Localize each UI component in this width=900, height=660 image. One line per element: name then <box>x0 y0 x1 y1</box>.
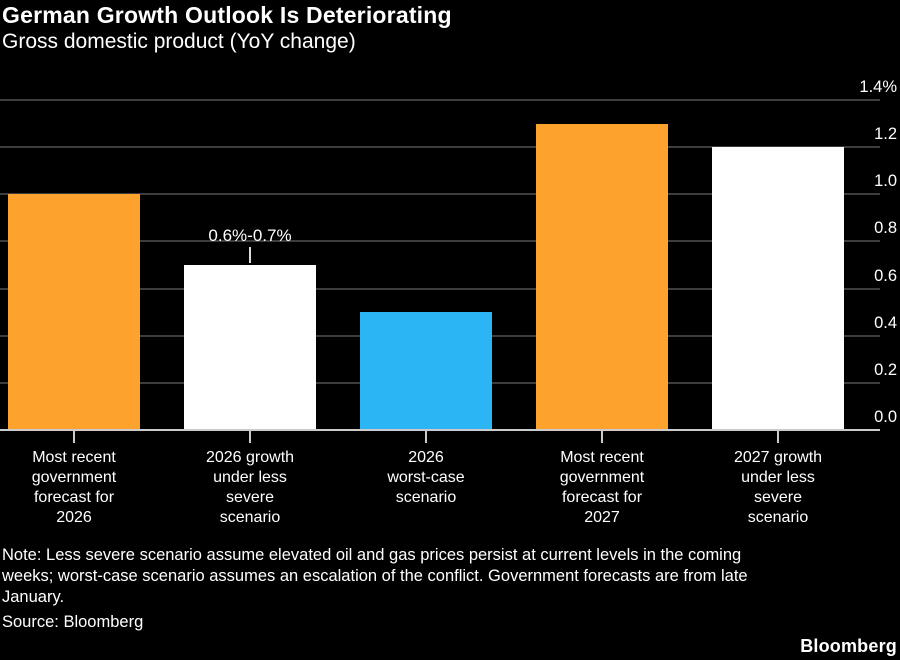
y-axis-tick-label: 0.6 <box>874 267 897 285</box>
y-gridline <box>0 99 880 101</box>
category-label: 2026 worst-case scenario <box>387 449 465 506</box>
bar-5 <box>712 147 844 430</box>
y-axis-tick-label: 0.8 <box>874 219 897 237</box>
y-axis-tick-label: 1.0 <box>874 172 897 190</box>
category-label: 2027 growth under less severe scenario <box>733 449 823 526</box>
x-axis-tick <box>425 431 427 443</box>
bloomberg-logo: Bloomberg <box>800 636 897 656</box>
category-label: Most recent government forecast for 2027 <box>559 449 645 526</box>
y-axis-tick-label: 1.2 <box>874 125 897 143</box>
category-label: 2026 growth under less severe scenario <box>205 449 295 526</box>
category-label: Most recent government forecast for 2026 <box>31 449 117 526</box>
bar-4 <box>536 124 668 430</box>
bar-value-annotation: 0.6%-0.7% <box>208 226 292 245</box>
annotation-leader-line <box>249 247 251 263</box>
source-credit: Source: Bloomberg <box>2 613 144 631</box>
y-axis-tick-label: 0.2 <box>874 361 897 379</box>
y-axis-tick-label: 0.4 <box>874 314 897 332</box>
footnote-line: weeks; worst-case scenario assumes an es… <box>2 567 748 585</box>
y-axis-tick-label: 1.4% <box>859 78 897 96</box>
bar-3 <box>360 312 492 430</box>
chart-subtitle: Gross domestic product (YoY change) <box>2 30 356 53</box>
bar-2 <box>184 265 316 430</box>
x-axis-tick <box>249 431 251 443</box>
y-gridline <box>0 288 880 290</box>
footnote-line: Note: Less severe scenario assume elevat… <box>2 546 742 564</box>
y-axis-tick-label: 0.0 <box>874 408 897 426</box>
y-gridline <box>0 193 880 195</box>
bar-1 <box>8 194 140 430</box>
chart-title: German Growth Outlook Is Deteriorating <box>2 2 452 28</box>
x-axis-tick <box>601 431 603 443</box>
x-axis-tick <box>777 431 779 443</box>
y-gridline <box>0 146 880 148</box>
x-axis-line <box>0 429 880 431</box>
x-axis-tick <box>73 431 75 443</box>
y-gridline <box>0 240 880 242</box>
footnote-line: January. <box>2 588 65 606</box>
